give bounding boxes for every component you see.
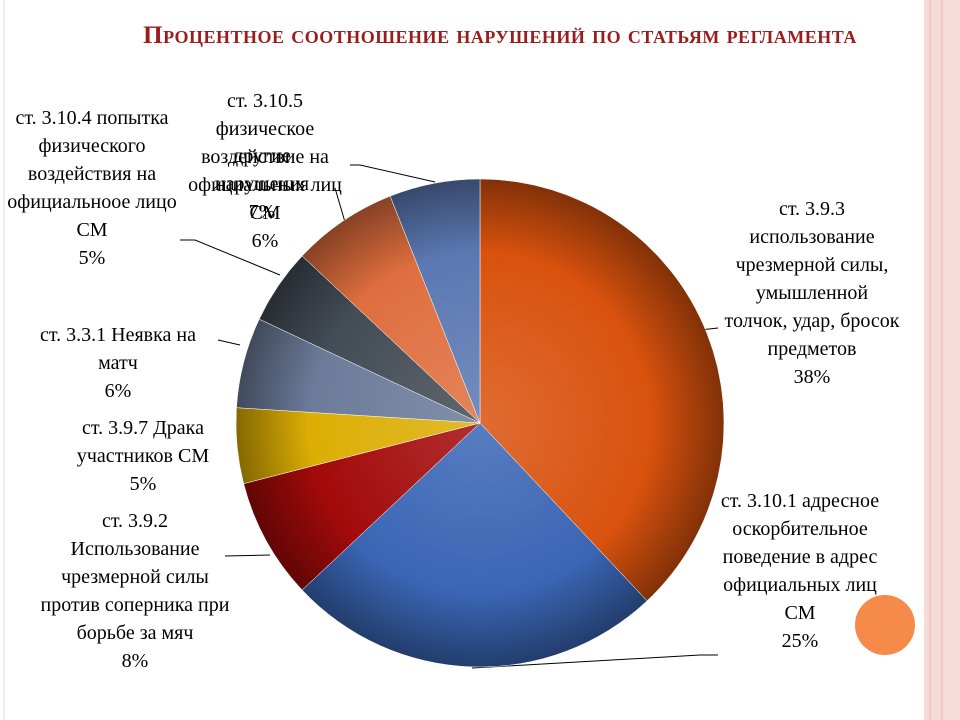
- value-label: 25%: [781, 630, 819, 652]
- category-label: ст. 3.9.2 Использование чрезмерной силы …: [40, 510, 230, 644]
- leader: [334, 187, 346, 223]
- value-label: 7%: [248, 201, 276, 223]
- value-label: 5%: [129, 473, 157, 495]
- category-label: ст. 3.3.1 Неявка на матч: [40, 324, 196, 374]
- chart-title: Процентное соотношение нарушений по стат…: [143, 22, 857, 49]
- value-label: 5%: [78, 247, 106, 269]
- value-label: 8%: [121, 650, 149, 672]
- pie-slice: [243, 422, 481, 591]
- category-label: ст. 3.10.1 адресное оскорбительное повед…: [720, 490, 880, 624]
- slice-label: ст. 3.9.3 использование чрезмерной силы,…: [722, 195, 902, 391]
- leader: [224, 554, 271, 557]
- value-label: 6%: [104, 380, 132, 402]
- leader: [350, 164, 436, 183]
- leader: [217, 339, 241, 346]
- pie: [235, 178, 725, 668]
- pie-slice: [301, 422, 648, 668]
- leader: [180, 239, 281, 276]
- leader-lines: [180, 164, 719, 669]
- pie-slice: [389, 178, 481, 424]
- category-label: ст. 3.10.5 физическое воздействие на офи…: [188, 90, 342, 224]
- leader: [471, 654, 718, 669]
- category-label: ст. 3.10.4 попытка физического воздейств…: [7, 107, 177, 241]
- category-label: ст. 3.9.3 использование чрезмерной силы,…: [724, 198, 900, 360]
- decor-circle: [855, 595, 915, 655]
- slice-label: ст. 3.10.4 попытка физического воздейств…: [2, 104, 182, 272]
- value-label: 38%: [793, 366, 831, 388]
- slice-label: ст. 3.10.1 адресное оскорбительное повед…: [710, 487, 890, 655]
- slice-label: ст. 3.9.7 Драка участников СМ 5%: [48, 414, 238, 498]
- slice-label: ст. 3.10.5 физическое воздействие на офи…: [180, 87, 350, 255]
- pie-slice: [301, 195, 481, 424]
- category-label: ст. 3.9.7 Драка участников СМ: [76, 417, 210, 467]
- category-label: другие нарушения: [214, 145, 310, 195]
- pie-slice: [479, 178, 725, 602]
- slice-label: ст. 3.9.2 Использование чрезмерной силы …: [40, 507, 230, 675]
- slice-label: ст. 3.3.1 Неявка на матч 6%: [18, 321, 218, 405]
- value-label: 6%: [251, 230, 279, 252]
- slice-label: другие нарушения 7%: [202, 142, 322, 226]
